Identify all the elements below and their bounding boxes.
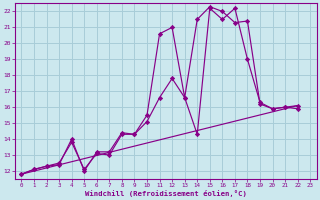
X-axis label: Windchill (Refroidissement éolien,°C): Windchill (Refroidissement éolien,°C): [85, 190, 247, 197]
